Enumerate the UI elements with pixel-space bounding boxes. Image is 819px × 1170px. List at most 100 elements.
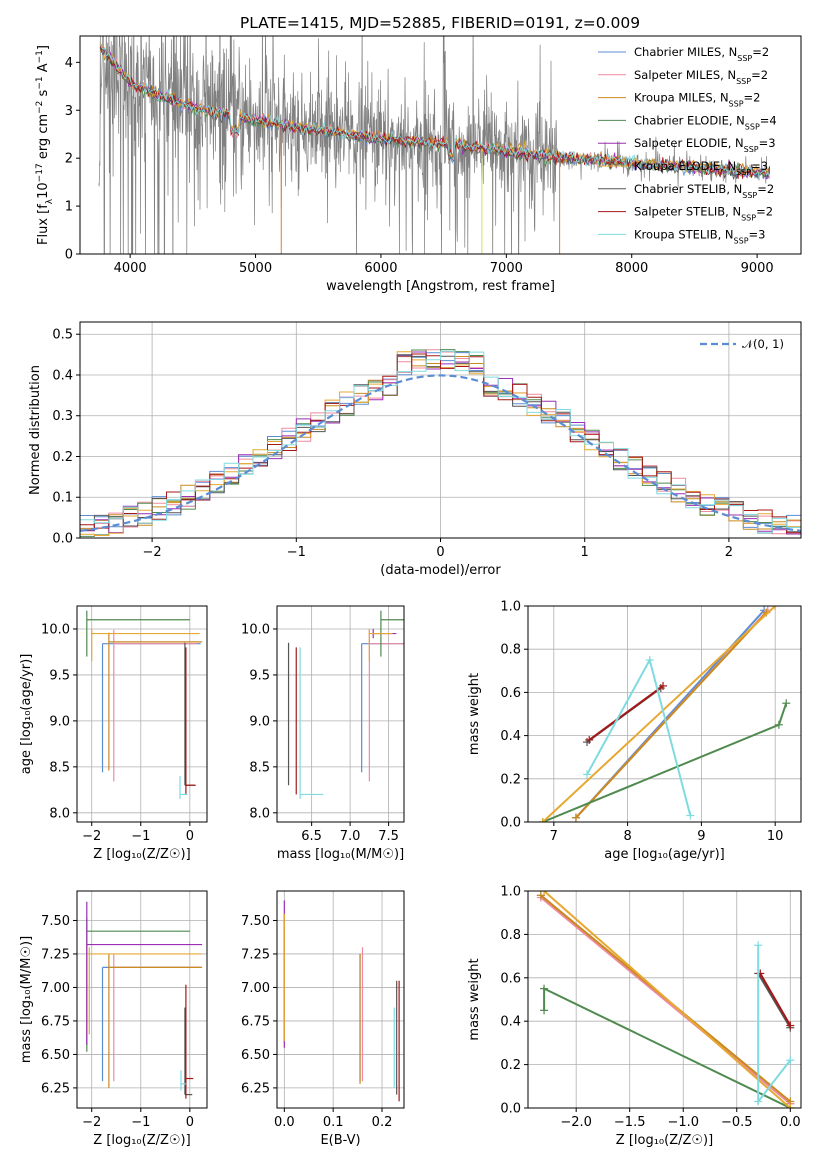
x-tick-label: 1 xyxy=(581,545,589,560)
y-tick-label: 3 xyxy=(65,104,73,119)
x-tick-label: 2 xyxy=(725,545,733,560)
axes-mass-vs-EBV: 0.0 0.1 0.2 6.25 6.50 6.75 7.00 7.25 7.50 E(B-V) xyxy=(241,890,405,1148)
x-tick-label: −2 xyxy=(143,545,162,560)
y-tick-label: 4 xyxy=(65,56,73,71)
y-tick-label: 6.25 xyxy=(241,1081,270,1096)
y-tick-label: 0.4 xyxy=(52,368,73,383)
legend-entry-count: =2 xyxy=(756,205,773,219)
frame-age-vs-Z: −2 −1 0 8.0 8.5 9.0 9.5 10.0 Z [log₁₀(Z/Z☉)] age … xyxy=(19,605,208,862)
mass-weight-line xyxy=(759,973,792,1026)
residual-histogram xyxy=(80,354,801,534)
y-tick-label: 1 xyxy=(65,200,73,215)
frame-massweight-vs-Z: −2.0 −1.5 −1.0 −0.5 0.0 0.0 0.2 0.4 0.6 0.8 1.0 Z [… xyxy=(467,885,802,1148)
plot-residuals xyxy=(80,349,801,538)
plot-massweight-vs-age xyxy=(538,606,791,822)
legend-entry: Kroupa MILES, NSSP=2 xyxy=(634,91,760,109)
mass-weight-line xyxy=(586,657,692,816)
axes-frame xyxy=(276,605,405,823)
legend-entry-name: Chabrier ELODIE, N xyxy=(634,113,745,127)
y-tick-label: 7.25 xyxy=(41,947,70,962)
y-tick-label: 8.0 xyxy=(249,806,270,821)
y-tick-label: 0.2 xyxy=(52,450,73,465)
legend-entry-sub: SSP xyxy=(741,213,756,222)
legend-entry: Kroupa ELODIE, NSSP=3 xyxy=(634,159,768,177)
legend-entry-name: Salpeter MILES, N xyxy=(634,68,736,82)
mass-weight-line xyxy=(588,685,664,741)
y-tick-label: 6.75 xyxy=(241,1014,270,1029)
legend-entry: Chabrier MILES, NSSP=2 xyxy=(634,45,769,63)
legend-entry-sub: SSP xyxy=(734,236,749,245)
y-tick-label: 8.5 xyxy=(49,760,70,775)
plot-area: 4000 5000 6000 7000 8000 900001234wavelength … xyxy=(19,35,802,1148)
figure-title: PLATE=1415, MJD=52885, FIBERID=0191, z=0… xyxy=(240,14,640,32)
plot-age-vs-mass xyxy=(287,610,404,800)
x-tick-label: 0 xyxy=(186,1115,194,1130)
y-tick-label: 0.2 xyxy=(500,772,521,787)
legend-entry: Chabrier STELIB, NSSP=2 xyxy=(634,182,774,200)
y-tick-label: 7.50 xyxy=(41,914,70,929)
legend-entry-name: Salpeter STELIB, N xyxy=(634,205,741,219)
legend-entry-name: Chabrier MILES, N xyxy=(634,45,737,59)
y-tick-label: 2 xyxy=(65,152,73,167)
y-tick-label: 8.0 xyxy=(49,806,70,821)
legend-entry-sub: SSP xyxy=(737,54,752,63)
axes-frame xyxy=(76,890,208,1109)
x-tick-label: 6000 xyxy=(364,261,397,276)
x-tick-label: 0 xyxy=(186,829,194,844)
residual-histogram xyxy=(80,356,801,531)
legend-entry-sub: SSP xyxy=(742,190,757,199)
x-axis-label: E(B-V) xyxy=(320,1133,360,1148)
y-tick-label: 0.8 xyxy=(500,643,521,658)
y-tick-label: 10.0 xyxy=(241,622,270,637)
y-axis-label-part: ] xyxy=(36,45,51,50)
x-axis-label: wavelength [Angstrom, rest frame] xyxy=(326,279,555,294)
residual-histogram xyxy=(80,349,801,538)
x-tick-label: 0.2 xyxy=(372,1115,393,1130)
y-tick-label: 0.6 xyxy=(500,971,521,986)
axes-frame xyxy=(76,605,208,823)
axes-frame xyxy=(276,890,405,1109)
legend-entry-count: =2 xyxy=(751,68,768,82)
axes-frame xyxy=(527,605,802,823)
x-tick-label: 0 xyxy=(436,545,444,560)
y-tick-label: 0.1 xyxy=(52,491,73,506)
mass-weight-line xyxy=(542,606,776,822)
legend-entry-count: =3 xyxy=(759,136,776,150)
y-tick-label: 7.00 xyxy=(41,981,70,996)
x-tick-label: 5000 xyxy=(239,261,272,276)
model-spectrum xyxy=(99,44,771,180)
legend-entry-name: Kroupa MILES, N xyxy=(634,91,729,105)
legend-entry-sub: SSP xyxy=(729,99,744,108)
frame-massweight-vs-age: 7 8 9 10 0.0 0.2 0.4 0.6 0.8 1.0 age [log₁₀(age/yr… xyxy=(467,600,802,862)
y-axis-label: Flux [fλ10−17 erg cm−2 s−1 A−1] xyxy=(35,45,55,245)
y-axis-label: Normed distribution xyxy=(28,365,43,495)
axes-age-vs-Z: −2 −1 0 8.0 8.5 9.0 9.5 10.0 Z [log₁₀(Z/Z☉)] age … xyxy=(19,605,208,862)
y-tick-label: 7.00 xyxy=(241,981,270,996)
residual-histogram xyxy=(80,351,801,536)
x-axis-label: Z [log₁₀(Z/Z☉)] xyxy=(93,847,190,862)
x-tick-label: 8000 xyxy=(615,261,648,276)
legend-entry-name: Chabrier STELIB, N xyxy=(634,182,742,196)
x-tick-label: 8 xyxy=(623,829,631,844)
legend: 𝒩(0, 1) xyxy=(700,337,784,351)
y-axis-label-part: A xyxy=(36,63,51,76)
y-tick-label: 8.5 xyxy=(249,760,270,775)
plot-mass-vs-EBV xyxy=(283,900,400,1102)
x-tick-label: 0.0 xyxy=(780,1115,801,1130)
y-axis-label: mass weight xyxy=(467,673,482,755)
mass-weight-line xyxy=(543,987,791,1108)
x-tick-label: −1 xyxy=(131,1115,150,1130)
observed-spectrum xyxy=(98,36,770,254)
y-tick-label: 0.4 xyxy=(500,1015,521,1030)
legend-entry-name: Salpeter ELODIE, N xyxy=(634,136,744,150)
x-tick-label: −2 xyxy=(82,829,101,844)
x-tick-label: −0.5 xyxy=(721,1115,753,1130)
y-tick-label: 7.25 xyxy=(241,947,270,962)
y-axis-label-part: Flux [f xyxy=(36,204,51,245)
y-tick-label: 6.50 xyxy=(241,1048,270,1063)
x-axis-label: mass [log₁₀(M/M☉)] xyxy=(277,847,404,862)
y-tick-label: 0.0 xyxy=(500,816,521,831)
y-tick-label: 9.0 xyxy=(249,714,270,729)
